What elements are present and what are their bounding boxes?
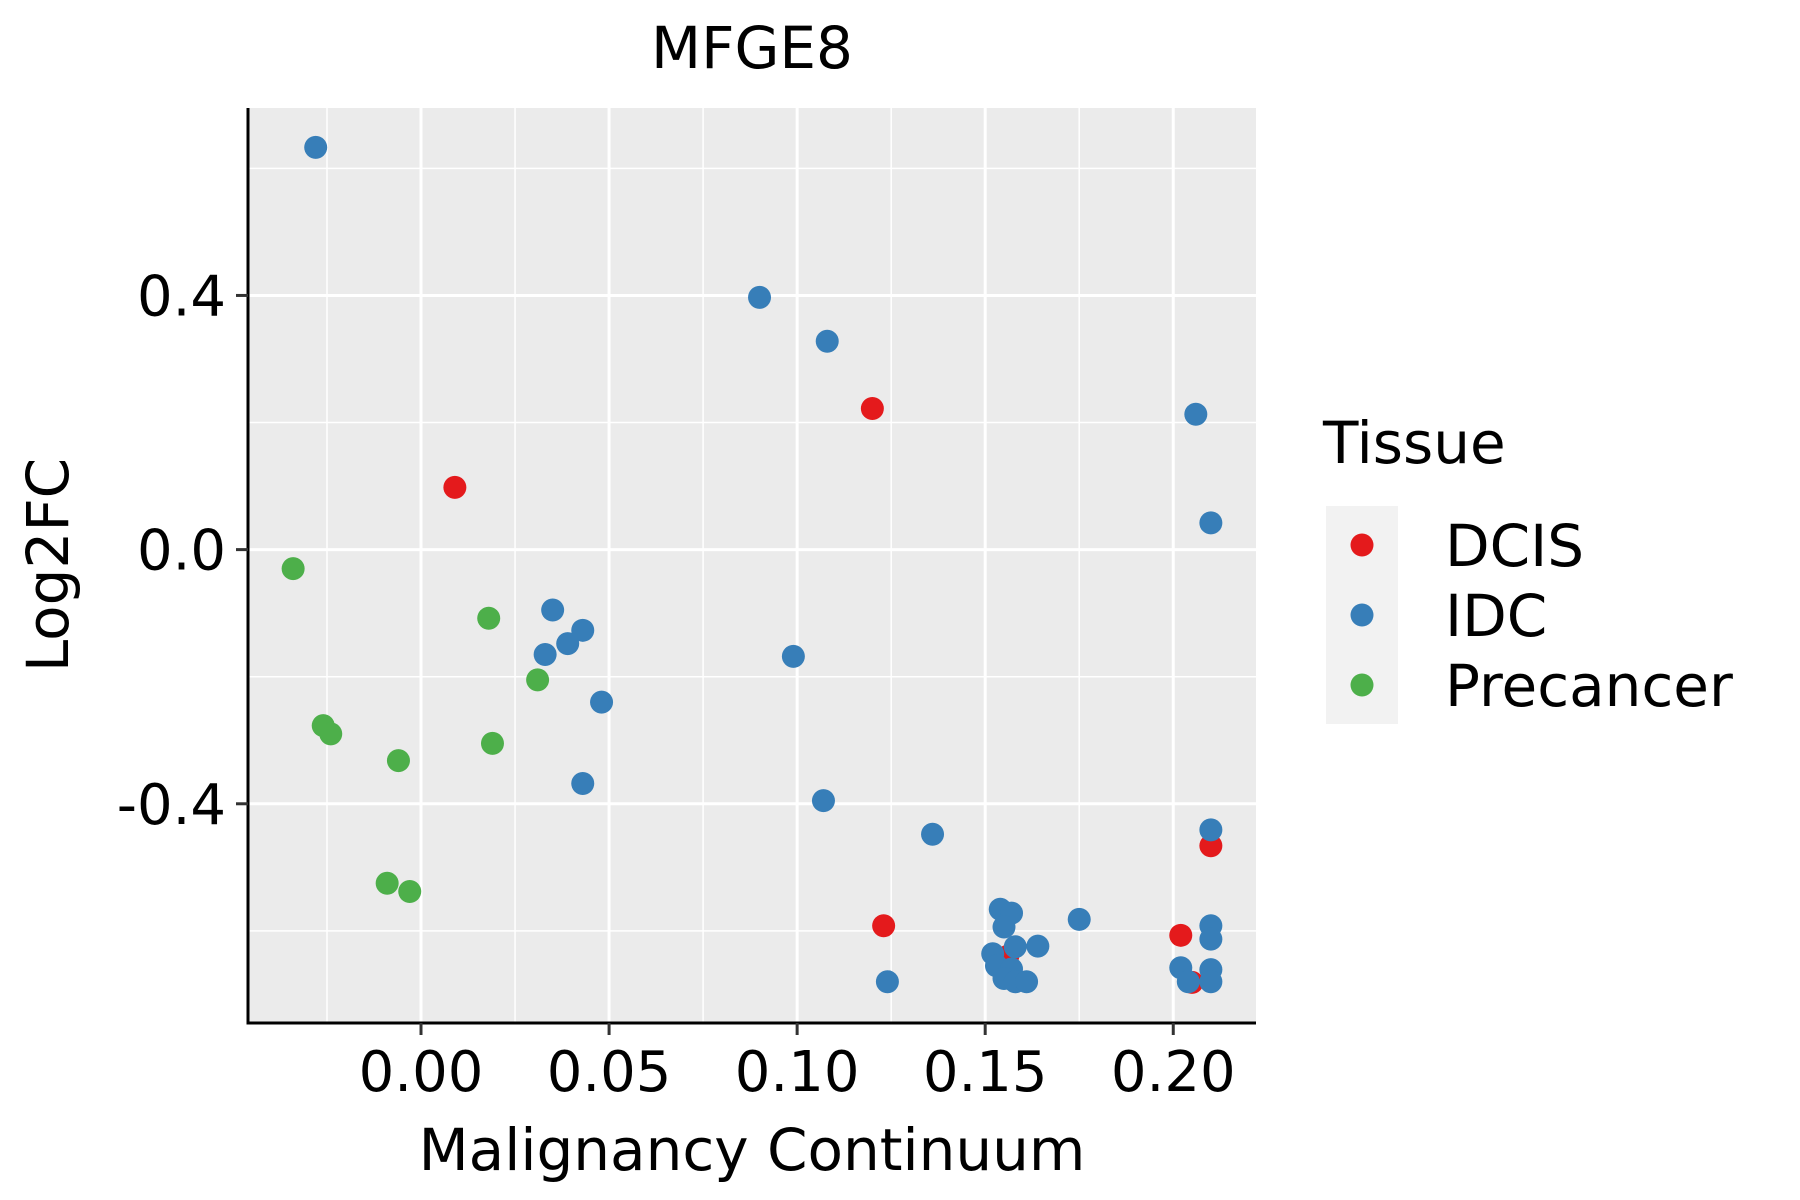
data-point-idc bbox=[811, 789, 835, 813]
chart-title: MFGE8 bbox=[651, 14, 853, 82]
data-point-idc bbox=[1199, 818, 1223, 842]
data-point-idc bbox=[304, 135, 328, 159]
x-tick-label: 0.10 bbox=[735, 1040, 860, 1105]
data-point-dcis bbox=[1169, 923, 1193, 947]
data-point-precancer bbox=[526, 668, 550, 692]
y-tick-label: -0.4 bbox=[117, 773, 226, 838]
data-point-idc bbox=[1184, 402, 1208, 426]
data-point-dcis bbox=[860, 397, 884, 421]
data-point-idc bbox=[556, 632, 580, 656]
points-layer bbox=[281, 135, 1223, 994]
data-point-precancer bbox=[480, 731, 504, 755]
data-point-idc bbox=[1003, 935, 1027, 959]
data-point-idc bbox=[1026, 934, 1050, 958]
data-point-idc bbox=[921, 822, 945, 846]
data-point-precancer bbox=[386, 749, 410, 773]
data-point-idc bbox=[748, 285, 772, 309]
data-point-idc bbox=[1176, 970, 1200, 994]
x-tick-label: 0.05 bbox=[547, 1040, 672, 1105]
data-point-dcis bbox=[872, 914, 896, 938]
data-point-idc bbox=[1199, 970, 1223, 994]
plot-panel bbox=[248, 108, 1256, 1023]
data-point-idc bbox=[781, 644, 805, 668]
data-point-precancer bbox=[398, 879, 422, 903]
data-point-idc bbox=[541, 598, 565, 622]
legend-key-precancer bbox=[1350, 673, 1374, 697]
x-axis-title: Malignancy Continuum bbox=[419, 1116, 1086, 1184]
x-tick-label: 0.15 bbox=[923, 1040, 1048, 1105]
data-point-dcis bbox=[1199, 834, 1223, 858]
y-tick-label: 0.4 bbox=[137, 264, 226, 329]
x-tick-label: 0.00 bbox=[359, 1040, 484, 1105]
data-point-precancer bbox=[281, 557, 305, 581]
data-point-precancer bbox=[319, 722, 343, 746]
data-point-idc bbox=[1199, 511, 1223, 535]
legend-label-precancer: Precancer bbox=[1445, 652, 1733, 720]
data-point-idc bbox=[875, 970, 899, 994]
data-point-idc bbox=[992, 915, 1016, 939]
data-point-idc bbox=[1199, 927, 1223, 951]
data-point-idc bbox=[590, 690, 614, 714]
legend-title: Tissue bbox=[1322, 409, 1506, 477]
data-point-precancer bbox=[477, 606, 501, 630]
panel-background bbox=[248, 108, 1256, 1023]
data-point-idc bbox=[1015, 970, 1039, 994]
data-point-idc bbox=[571, 618, 595, 642]
x-tick-label: 0.20 bbox=[1111, 1040, 1236, 1105]
data-point-precancer bbox=[375, 871, 399, 895]
legend-label-dcis: DCIS bbox=[1445, 512, 1584, 580]
y-tick-label: 0.0 bbox=[137, 519, 226, 584]
data-point-idc bbox=[571, 771, 595, 795]
data-point-idc bbox=[815, 329, 839, 353]
legend-key-idc bbox=[1350, 603, 1374, 627]
legend-key-dcis bbox=[1350, 533, 1374, 557]
axes-layer: 0.00 0.05 0.10 0.15 0.20 -0.4 0.0 0.4 bbox=[117, 108, 1256, 1105]
data-point-dcis bbox=[443, 475, 467, 499]
legend-label-idc: IDC bbox=[1445, 582, 1547, 650]
data-point-idc bbox=[533, 642, 557, 666]
data-point-idc bbox=[1067, 907, 1091, 931]
y-axis-title: Log2FC bbox=[14, 458, 82, 672]
